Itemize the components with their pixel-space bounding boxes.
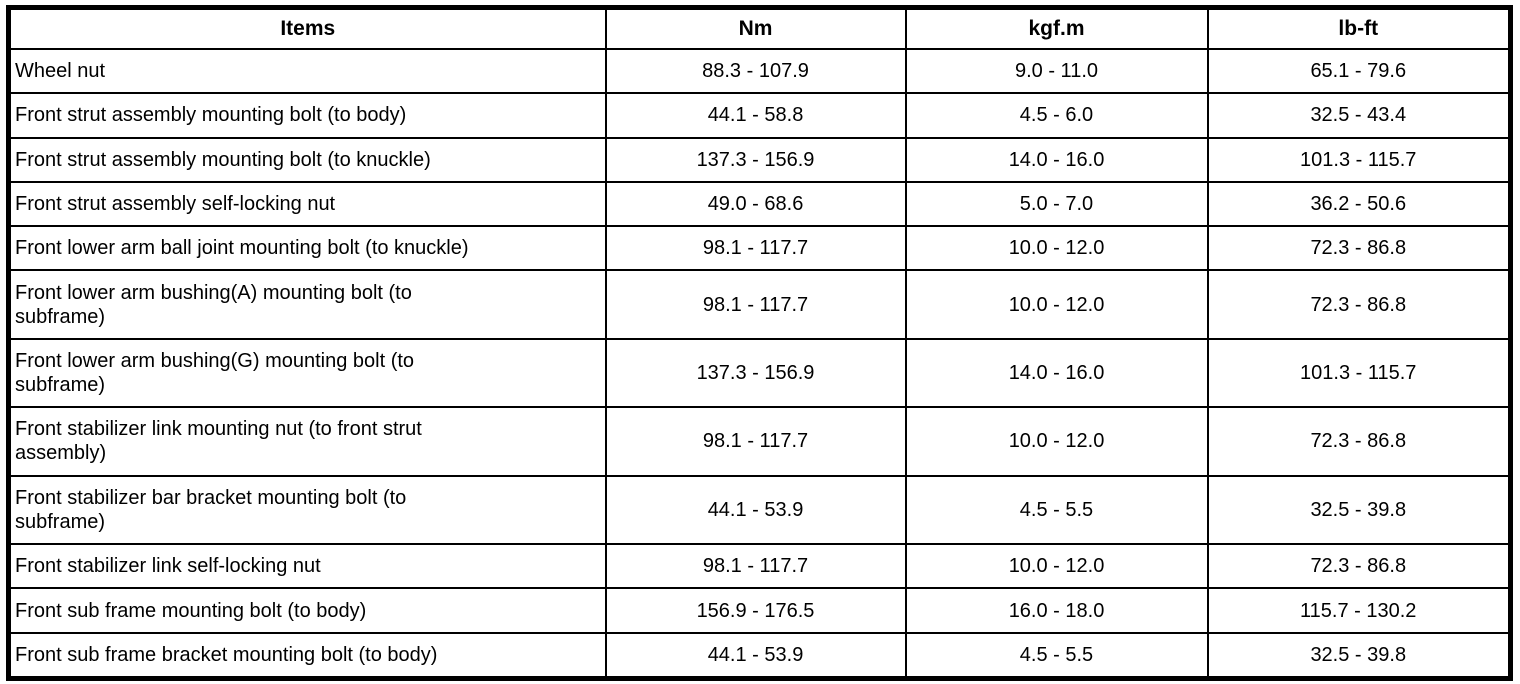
kgfm-value-cell: 14.0 - 16.0 [904,337,1209,409]
col-header-nm: Nm [604,6,907,50]
item-name-label: Front stabilizer link mounting nut (to f… [15,418,422,465]
lbft-value-cell: 72.3 - 86.8 [1206,406,1512,477]
nm-value-cell: 44.1 - 53.9 [604,474,907,546]
lbft-value-cell: 32.5 - 39.8 [1206,474,1512,546]
lbft-value-cell: 115.7 - 130.2 [1206,587,1512,634]
torque-spec-table: Items Nm kgf.m lb-ft Wheel nut 88.3 - 10… [6,5,1513,681]
table-row: Front strut assembly self-locking nut 49… [7,180,1512,228]
kgfm-value-cell: 10.0 - 12.0 [904,406,1209,477]
lbft-value-cell: 32.5 - 43.4 [1206,92,1512,139]
table-row: Front strut assembly mounting bolt (to k… [7,136,1512,183]
item-name-cell: Front strut assembly mounting bolt (to b… [7,92,607,139]
nm-value-cell: 44.1 - 58.8 [604,92,907,139]
table-row: Front sub frame bracket mounting bolt (t… [7,631,1512,680]
table-body: Wheel nut 88.3 - 107.9 9.0 - 11.0 65.1 -… [7,47,1512,680]
item-name-cell: Front lower arm bushing(A) mounting bolt… [7,269,607,340]
item-name-label: Front strut assembly self-locking nut [15,192,336,215]
item-name-cell: Front sub frame mounting bolt (to body) [7,587,607,634]
kgfm-value-cell: 5.0 - 7.0 [904,180,1209,228]
nm-value-cell: 156.9 - 176.5 [604,587,907,634]
kgfm-value-cell: 4.5 - 5.5 [904,631,1209,680]
kgfm-value-cell: 14.0 - 16.0 [904,136,1209,183]
table-row: Front lower arm bushing(G) mounting bolt… [7,337,1512,409]
kgfm-value-cell: 4.5 - 5.5 [904,474,1209,546]
item-name-cell: Front stabilizer link mounting nut (to f… [7,406,607,477]
table-row: Wheel nut 88.3 - 107.9 9.0 - 11.0 65.1 -… [7,47,1512,95]
lbft-value-cell: 32.5 - 39.8 [1206,631,1512,680]
col-header-kgfm: kgf.m [904,6,1209,50]
nm-value-cell: 137.3 - 156.9 [604,136,907,183]
nm-value-cell: 49.0 - 68.6 [604,180,907,228]
table-row: Front stabilizer link mounting nut (to f… [7,406,1512,477]
item-name-cell: Front stabilizer link self-locking nut [7,543,607,590]
lbft-value-cell: 101.3 - 115.7 [1206,337,1512,409]
table-row: Front lower arm bushing(A) mounting bolt… [7,269,1512,340]
lbft-value-cell: 72.3 - 86.8 [1206,269,1512,340]
kgfm-value-cell: 4.5 - 6.0 [904,92,1209,139]
item-name-label: Front lower arm bushing(A) mounting bolt… [15,281,412,328]
nm-value-cell: 98.1 - 117.7 [604,543,907,590]
nm-value-cell: 137.3 - 156.9 [604,337,907,409]
nm-value-cell: 44.1 - 53.9 [604,631,907,680]
item-name-label: Front stabilizer link self-locking nut [15,555,321,578]
col-header-items: Items [7,6,607,50]
item-name-cell: Front lower arm ball joint mounting bolt… [7,225,607,272]
item-name-cell: Wheel nut [7,47,607,95]
table-row: Front stabilizer link self-locking nut 9… [7,543,1512,590]
lbft-value-cell: 101.3 - 115.7 [1206,136,1512,183]
nm-value-cell: 88.3 - 107.9 [604,47,907,95]
kgfm-value-cell: 9.0 - 11.0 [904,47,1209,95]
item-name-label: Front sub frame mounting bolt (to body) [15,599,367,622]
lbft-value-cell: 36.2 - 50.6 [1206,180,1512,228]
item-name-label: Wheel nut [15,60,106,83]
kgfm-value-cell: 10.0 - 12.0 [904,225,1209,272]
table-row: Front lower arm ball joint mounting bolt… [7,225,1512,272]
kgfm-value-cell: 16.0 - 18.0 [904,587,1209,634]
item-name-label: Front lower arm bushing(G) mounting bolt… [15,350,415,397]
lbft-value-cell: 72.3 - 86.8 [1206,543,1512,590]
item-name-label: Front strut assembly mounting bolt (to k… [15,148,431,171]
item-name-label: Front stabilizer bar bracket mounting bo… [15,486,407,533]
item-name-cell: Front strut assembly mounting bolt (to k… [7,136,607,183]
nm-value-cell: 98.1 - 117.7 [604,225,907,272]
kgfm-value-cell: 10.0 - 12.0 [904,543,1209,590]
item-name-cell: Front strut assembly self-locking nut [7,180,607,228]
table-row: Front sub frame mounting bolt (to body) … [7,587,1512,634]
item-name-cell: Front lower arm bushing(G) mounting bolt… [7,337,607,409]
kgfm-value-cell: 10.0 - 12.0 [904,269,1209,340]
lbft-value-cell: 72.3 - 86.8 [1206,225,1512,272]
lbft-value-cell: 65.1 - 79.6 [1206,47,1512,95]
item-name-cell: Front sub frame bracket mounting bolt (t… [7,631,607,680]
col-header-lbft: lb-ft [1206,6,1512,50]
item-name-label: Front strut assembly mounting bolt (to b… [15,104,407,127]
table-row: Front stabilizer bar bracket mounting bo… [7,474,1512,546]
item-name-cell: Front stabilizer bar bracket mounting bo… [7,474,607,546]
nm-value-cell: 98.1 - 117.7 [604,269,907,340]
item-name-label: Front sub frame bracket mounting bolt (t… [15,643,438,666]
item-name-label: Front lower arm ball joint mounting bolt… [15,237,469,260]
header-row: Items Nm kgf.m lb-ft [7,6,1512,50]
nm-value-cell: 98.1 - 117.7 [604,406,907,477]
table-row: Front strut assembly mounting bolt (to b… [7,92,1512,139]
